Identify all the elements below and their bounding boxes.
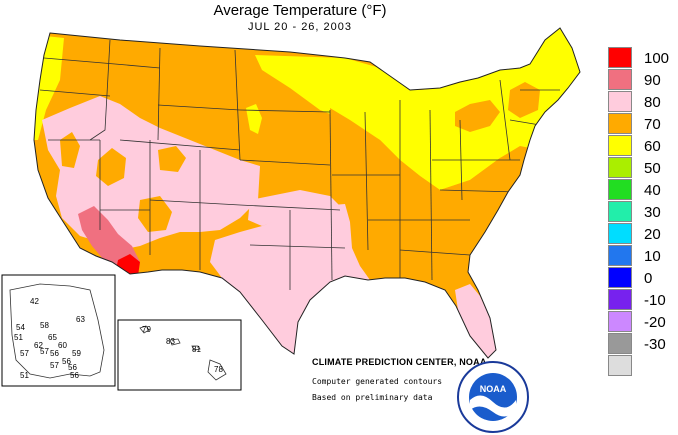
legend-label: 0 (644, 270, 653, 287)
alaska-value: 51 (14, 333, 23, 342)
alaska-value: 62 (34, 341, 43, 350)
legend-row: 20 (608, 223, 678, 245)
legend-row: 60 (608, 135, 678, 157)
legend-row: 100 (608, 47, 678, 69)
legend-row: 0 (608, 267, 678, 289)
legend-row: 50 (608, 157, 678, 179)
legend-swatch (608, 157, 632, 178)
legend-label: -10 (644, 292, 666, 309)
alaska-value: 56 (62, 357, 71, 366)
legend-label: 70 (644, 116, 661, 133)
legend-row: 80 (608, 91, 678, 113)
alaska-value: 42 (30, 297, 39, 306)
alaska-value: 56 (70, 371, 79, 380)
legend-row: 40 (608, 179, 678, 201)
legend-swatch (608, 355, 632, 376)
legend-label: 90 (644, 72, 661, 89)
legend-label: 80 (644, 94, 661, 111)
legend-swatch (608, 311, 632, 332)
alaska-value: 60 (58, 341, 67, 350)
legend-row: -30 (608, 333, 678, 355)
hawaii-value-labels: 79 83 81 78 (142, 325, 223, 374)
legend-row (608, 355, 678, 377)
legend-swatch (608, 179, 632, 200)
alaska-value: 51 (20, 371, 29, 380)
legend-label: 40 (644, 182, 661, 199)
hawaii-value: 78 (214, 365, 223, 374)
legend-label: 20 (644, 226, 661, 243)
hawaii-value: 81 (192, 345, 201, 354)
legend-label: 50 (644, 160, 661, 177)
contours-note: Computer generated contours (312, 377, 443, 386)
legend-swatch (608, 201, 632, 222)
map-title: Average Temperature (°F) (213, 2, 387, 19)
legend-swatch (608, 91, 632, 112)
agency-label: CLIMATE PREDICTION CENTER, NOAA (312, 357, 487, 367)
legend-row: -20 (608, 311, 678, 333)
legend-row: 30 (608, 201, 678, 223)
legend-label: 100 (644, 50, 670, 67)
alaska-value: 56 (50, 349, 59, 358)
legend-row: 10 (608, 245, 678, 267)
legend-label: 60 (644, 138, 661, 155)
alaska-value: 54 (16, 323, 25, 332)
legend-row: 70 (608, 113, 678, 135)
data-note: Based on preliminary data (312, 393, 433, 402)
hawaii-value: 79 (142, 325, 151, 334)
alaska-value: 57 (50, 361, 59, 370)
hawaii-inset: 79 83 81 78 (117, 319, 242, 391)
alaska-value: 59 (72, 349, 81, 358)
legend-label: -30 (644, 336, 666, 353)
legend-swatch (608, 223, 632, 244)
legend-swatch (608, 113, 632, 134)
legend-swatch (608, 267, 632, 288)
alaska-value: 57 (40, 347, 49, 356)
legend-swatch (608, 333, 632, 354)
alaska-value: 65 (48, 333, 57, 342)
noaa-logo: NOAA (457, 361, 529, 433)
legend-swatch (608, 47, 632, 68)
temperature-legend: 100 90 80 70 60 50 40 30 20 10 0 -10 -20 -30 (608, 47, 678, 377)
legend-row: -10 (608, 289, 678, 311)
legend-label: 10 (644, 248, 661, 265)
legend-label: 30 (644, 204, 661, 221)
map-subtitle: JUL 20 - 26, 2003 (247, 21, 353, 33)
alaska-value: 58 (40, 321, 49, 330)
legend-swatch (608, 135, 632, 156)
legend-swatch (608, 245, 632, 266)
legend-label: -20 (644, 314, 666, 331)
hawaii-value: 83 (166, 337, 175, 346)
noaa-logo-text: NOAA (480, 384, 507, 394)
legend-swatch (608, 289, 632, 310)
alaska-value: 63 (76, 315, 85, 324)
alaska-value: 56 (68, 363, 77, 372)
legend-swatch (608, 69, 632, 90)
alaska-value: 57 (20, 349, 29, 358)
legend-row: 90 (608, 69, 678, 91)
